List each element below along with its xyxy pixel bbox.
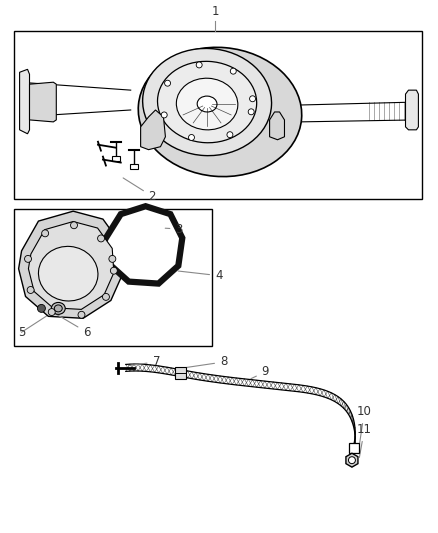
Ellipse shape: [158, 61, 257, 143]
Circle shape: [102, 293, 110, 300]
Polygon shape: [141, 110, 166, 150]
Text: 2: 2: [123, 178, 156, 203]
Bar: [349, 443, 359, 453]
Circle shape: [161, 112, 167, 118]
Polygon shape: [20, 69, 29, 134]
Circle shape: [42, 230, 49, 237]
Ellipse shape: [51, 302, 65, 314]
Text: 11: 11: [357, 423, 372, 457]
Ellipse shape: [39, 246, 98, 301]
Polygon shape: [28, 222, 114, 309]
Ellipse shape: [138, 47, 302, 176]
Circle shape: [109, 255, 116, 262]
Polygon shape: [18, 211, 123, 318]
Text: 4: 4: [178, 269, 223, 282]
Circle shape: [188, 134, 194, 141]
Ellipse shape: [54, 305, 62, 312]
Polygon shape: [270, 112, 284, 140]
Circle shape: [196, 62, 202, 68]
Text: 1: 1: [211, 5, 219, 18]
Text: 5: 5: [18, 326, 25, 338]
Text: 3: 3: [165, 223, 183, 236]
Ellipse shape: [177, 78, 238, 130]
Ellipse shape: [143, 49, 272, 156]
Circle shape: [71, 222, 78, 229]
Circle shape: [349, 457, 355, 464]
Circle shape: [48, 309, 55, 316]
Polygon shape: [406, 90, 418, 130]
Bar: [130, 164, 138, 168]
Circle shape: [230, 68, 236, 74]
Circle shape: [27, 287, 34, 294]
Bar: [14, 209, 212, 346]
Circle shape: [248, 109, 254, 115]
Circle shape: [38, 304, 46, 312]
Ellipse shape: [197, 96, 217, 112]
Text: 9: 9: [251, 366, 269, 378]
Circle shape: [227, 132, 233, 138]
Polygon shape: [29, 82, 57, 122]
Circle shape: [110, 267, 117, 274]
Circle shape: [78, 311, 85, 318]
Circle shape: [98, 235, 105, 242]
Polygon shape: [103, 206, 182, 284]
Text: 7: 7: [128, 356, 160, 368]
Bar: [14, 30, 422, 199]
Circle shape: [165, 80, 170, 86]
Circle shape: [25, 255, 32, 262]
Bar: [112, 156, 120, 160]
Text: 6: 6: [49, 310, 91, 338]
Polygon shape: [346, 453, 358, 467]
Text: 8: 8: [186, 356, 227, 368]
Bar: [175, 367, 186, 379]
Text: 10: 10: [357, 405, 372, 446]
Circle shape: [250, 96, 255, 102]
